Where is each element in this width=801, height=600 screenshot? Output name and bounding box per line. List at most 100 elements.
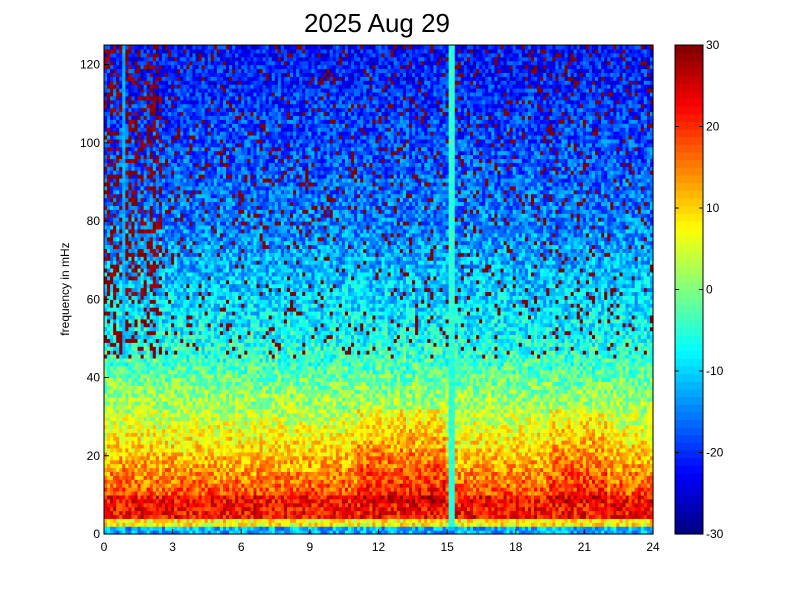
heatmap-cell <box>116 338 120 343</box>
heatmap-cell <box>122 45 126 50</box>
heatmap-cell <box>125 244 129 250</box>
heatmap-cell <box>119 189 123 195</box>
heatmap-cell <box>177 467 181 473</box>
heatmap-cell <box>177 232 181 238</box>
heatmap-cell <box>161 185 166 191</box>
heatmap-cell <box>152 420 157 426</box>
heatmap-cell <box>198 189 203 195</box>
heatmap-cell <box>113 451 117 457</box>
heatmap-cell <box>104 440 108 445</box>
heatmap-cell <box>149 295 154 300</box>
heatmap-cell <box>183 221 187 226</box>
heatmap-cell <box>180 64 184 70</box>
heatmap-cell <box>186 170 190 175</box>
heatmap-cell <box>134 56 139 62</box>
heatmap-cell <box>158 471 163 476</box>
heatmap-cell <box>113 267 117 273</box>
heatmap-cell <box>137 334 142 339</box>
heatmap-cell <box>134 467 139 473</box>
heatmap-cell <box>104 283 108 289</box>
heatmap-cell <box>177 197 181 203</box>
heatmap-cell <box>125 440 129 445</box>
heatmap-cell <box>116 510 120 516</box>
heatmap-cell <box>189 178 194 183</box>
heatmap-cell <box>113 256 117 261</box>
heatmap-cell <box>171 193 175 199</box>
heatmap-cell <box>192 166 197 171</box>
heatmap-cell <box>165 170 169 175</box>
heatmap-cell <box>113 111 117 117</box>
heatmap-cell <box>137 142 142 148</box>
heatmap-cell <box>149 518 154 523</box>
heatmap-cell <box>180 95 184 101</box>
heatmap-cell <box>186 209 190 214</box>
heatmap-cell <box>192 459 197 465</box>
heatmap-cell <box>149 131 154 136</box>
heatmap-cell <box>177 357 181 363</box>
heatmap-cell <box>104 56 108 62</box>
heatmap-cell <box>161 314 166 320</box>
heatmap-cell <box>158 244 163 250</box>
heatmap-cell <box>183 264 187 269</box>
heatmap-cell <box>198 479 203 484</box>
heatmap-cell <box>168 314 172 320</box>
heatmap-cell <box>149 530 154 535</box>
heatmap-cell <box>119 115 123 120</box>
heatmap-cell <box>165 271 169 277</box>
heatmap-cell <box>155 322 160 328</box>
heatmap-cell <box>107 354 111 359</box>
heatmap-cell <box>146 80 151 85</box>
heatmap-cell <box>186 420 190 426</box>
heatmap-cell <box>161 404 166 410</box>
heatmap-cell <box>116 440 120 445</box>
heatmap-cell <box>116 275 120 281</box>
heatmap-cell <box>131 354 136 359</box>
heatmap-cell <box>146 76 151 81</box>
heatmap-cell <box>158 185 163 191</box>
heatmap-cell <box>131 76 136 81</box>
heatmap-cell <box>149 338 154 343</box>
heatmap-cell <box>110 80 114 85</box>
heatmap-cell <box>113 475 117 480</box>
heatmap-cell <box>195 447 200 453</box>
heatmap-cell <box>180 432 184 437</box>
heatmap-cell <box>192 154 197 160</box>
heatmap-cell <box>143 76 148 81</box>
heatmap-cell <box>168 123 172 128</box>
heatmap-cell <box>149 232 154 238</box>
heatmap-cell <box>152 170 157 175</box>
heatmap-cell <box>152 467 157 473</box>
heatmap-cell <box>171 322 175 328</box>
heatmap-cell <box>192 119 197 124</box>
heatmap-cell <box>174 80 178 85</box>
heatmap-cell <box>140 463 145 469</box>
heatmap-cell <box>134 432 139 437</box>
heatmap-cell <box>155 271 160 277</box>
heatmap-cell <box>183 291 187 296</box>
heatmap-cell <box>161 479 166 484</box>
heatmap-cell <box>140 111 145 117</box>
heatmap-cell <box>189 264 194 269</box>
heatmap-cell <box>110 56 114 62</box>
heatmap-cell <box>116 502 120 508</box>
heatmap-cell <box>131 193 136 199</box>
heatmap-cell <box>134 408 139 414</box>
heatmap-cell <box>189 518 194 523</box>
heatmap-cell <box>165 221 169 226</box>
heatmap-cell <box>116 88 120 93</box>
heatmap-cell <box>189 330 194 336</box>
heatmap-cell <box>155 424 160 429</box>
heatmap-cell <box>110 385 114 390</box>
heatmap-cell <box>149 174 154 179</box>
heatmap-cell <box>128 146 133 152</box>
heatmap-cell <box>161 76 166 81</box>
heatmap-cell <box>143 166 148 171</box>
heatmap-cell <box>113 303 117 308</box>
heatmap-cell <box>168 103 172 109</box>
heatmap-cell <box>119 447 123 453</box>
heatmap-cell <box>143 217 148 222</box>
heatmap-cell <box>110 463 114 469</box>
heatmap-cell <box>146 178 151 183</box>
heatmap-cell <box>183 252 187 257</box>
heatmap-cell <box>180 365 184 371</box>
